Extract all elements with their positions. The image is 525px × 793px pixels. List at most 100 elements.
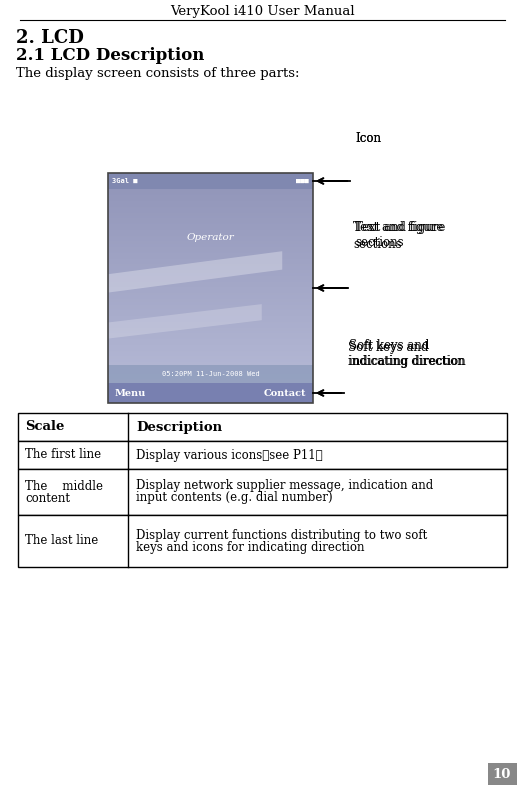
Bar <box>108 304 313 305</box>
Bar <box>108 338 313 339</box>
Bar <box>108 392 313 393</box>
Bar <box>108 345 313 346</box>
Bar <box>108 214 313 215</box>
Text: Soft keys and: Soft keys and <box>348 342 428 354</box>
Bar <box>108 246 313 247</box>
Bar <box>108 203 313 204</box>
Bar <box>108 363 313 364</box>
Bar <box>108 243 313 244</box>
Bar <box>108 332 313 333</box>
Bar <box>108 230 313 231</box>
Bar <box>108 188 313 189</box>
Bar <box>108 216 313 217</box>
Bar <box>108 244 313 245</box>
Bar <box>108 275 313 276</box>
Bar <box>108 267 313 268</box>
Bar <box>108 174 313 175</box>
Text: content: content <box>25 492 70 504</box>
Bar <box>108 360 313 361</box>
Bar <box>108 217 313 218</box>
Bar <box>108 402 313 403</box>
Bar <box>108 283 313 284</box>
Bar <box>108 377 313 378</box>
Bar <box>108 201 313 202</box>
Bar <box>108 186 313 187</box>
Bar <box>108 359 313 360</box>
Text: input contents (e.g. dial number): input contents (e.g. dial number) <box>136 492 333 504</box>
Bar <box>108 250 313 251</box>
Bar <box>108 278 313 279</box>
Bar <box>108 199 313 200</box>
Bar <box>108 353 313 354</box>
Bar <box>108 232 313 233</box>
Bar <box>108 393 313 394</box>
Bar <box>108 321 313 322</box>
Bar <box>108 367 313 368</box>
Bar <box>108 313 313 314</box>
Text: Scale: Scale <box>25 420 65 434</box>
Bar <box>108 335 313 336</box>
Bar <box>108 255 313 256</box>
Text: indicating direction: indicating direction <box>349 355 466 369</box>
Bar <box>108 390 313 391</box>
Bar <box>108 248 313 249</box>
Bar <box>108 380 313 381</box>
Bar <box>108 193 313 194</box>
Text: Display various icons（see P11）: Display various icons（see P11） <box>136 449 323 462</box>
Bar <box>108 297 313 298</box>
Bar <box>108 365 313 383</box>
Bar <box>108 341 313 342</box>
Bar <box>108 220 313 221</box>
Text: 2. LCD: 2. LCD <box>16 29 84 47</box>
Bar <box>108 269 313 270</box>
Text: Menu: Menu <box>115 389 146 397</box>
Bar <box>108 251 313 252</box>
Bar <box>108 327 313 328</box>
Bar <box>108 262 313 263</box>
Bar <box>108 270 313 271</box>
Bar <box>108 218 313 219</box>
Bar <box>108 206 313 207</box>
Bar <box>108 266 313 267</box>
Bar <box>108 192 313 193</box>
Bar <box>108 180 313 181</box>
Bar <box>108 173 313 189</box>
Text: The    middle: The middle <box>25 480 103 492</box>
Bar <box>108 196 313 197</box>
Bar <box>108 301 313 302</box>
Bar <box>108 365 313 366</box>
Bar <box>108 308 313 309</box>
Bar <box>108 350 313 351</box>
Bar <box>108 383 313 384</box>
Text: The last line: The last line <box>25 534 98 547</box>
Bar <box>108 195 313 196</box>
Bar <box>108 309 313 310</box>
Bar <box>108 290 313 291</box>
Bar <box>108 260 313 261</box>
Bar <box>108 346 313 347</box>
Bar <box>108 387 313 388</box>
Bar <box>108 231 313 232</box>
Polygon shape <box>108 251 282 293</box>
Bar <box>108 342 313 343</box>
Bar <box>108 368 313 369</box>
Bar <box>108 191 313 192</box>
Bar <box>108 177 313 178</box>
Bar <box>108 348 313 349</box>
Bar <box>108 284 313 285</box>
Bar <box>108 279 313 280</box>
Bar <box>108 292 313 293</box>
Bar <box>108 388 313 389</box>
Bar <box>108 398 313 399</box>
Bar <box>108 302 313 303</box>
Bar <box>108 211 313 212</box>
Bar <box>108 205 313 206</box>
Bar <box>108 198 313 199</box>
Bar <box>108 373 313 374</box>
Bar <box>108 257 313 258</box>
Bar <box>108 318 313 319</box>
Bar <box>108 300 313 301</box>
Bar <box>108 325 313 326</box>
Text: Text and figure: Text and figure <box>355 221 445 235</box>
Bar <box>108 247 313 248</box>
